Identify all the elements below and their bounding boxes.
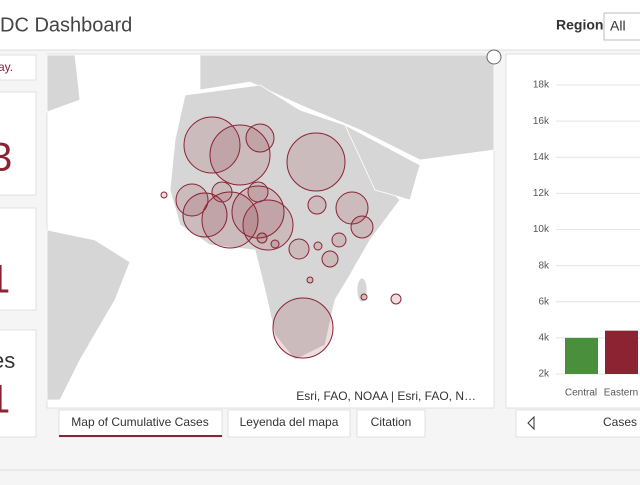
title: DC Dashboard xyxy=(0,14,132,36)
tab[interactable] xyxy=(58,409,223,438)
bubble[interactable] xyxy=(242,199,294,251)
bubble[interactable] xyxy=(307,195,327,215)
bubble[interactable] xyxy=(256,232,268,244)
attribution: Esri, FAO, NOAA | Esri, FAO, N… xyxy=(296,389,476,403)
y-tick-label: 6k xyxy=(538,296,550,307)
card-value: 1 xyxy=(0,258,10,302)
card xyxy=(0,207,37,311)
bubble[interactable] xyxy=(245,123,275,153)
madagascar xyxy=(356,277,368,303)
expand-button[interactable] xyxy=(486,49,502,65)
y-tick-label: 16k xyxy=(533,116,550,127)
tab-label: Map of Cumulative Cases xyxy=(71,415,208,429)
y-tick-label: 18k xyxy=(533,80,550,91)
land xyxy=(46,54,495,401)
bubble[interactable] xyxy=(321,250,339,268)
bubble[interactable] xyxy=(286,132,346,192)
tab-label: Citation xyxy=(371,415,412,429)
bubble[interactable] xyxy=(270,239,280,249)
bubble[interactable] xyxy=(160,191,168,199)
y-tick-label: 2k xyxy=(538,369,550,380)
bar-chart: 2k 4k 6k 8k 10k 12k 14k 16k 18k Central Eastern xyxy=(533,80,640,399)
bubble[interactable] xyxy=(313,241,323,251)
y-tick-label: 14k xyxy=(533,152,550,163)
filter-value: All xyxy=(610,18,626,34)
bubble[interactable] xyxy=(306,276,314,284)
y-tick-label: 10k xyxy=(533,224,550,235)
bubble[interactable] xyxy=(211,181,233,203)
chart-tabs xyxy=(515,409,640,438)
tab-label: Leyenda del mapa xyxy=(240,415,339,429)
bubble[interactable] xyxy=(350,215,374,239)
europe-asia xyxy=(199,54,495,161)
x-tick-label: Eastern xyxy=(604,388,638,399)
y-tick-label: 8k xyxy=(538,260,550,271)
card-value: 3 xyxy=(0,136,12,180)
arabia xyxy=(344,124,421,201)
bubble[interactable] xyxy=(288,238,310,260)
bubble[interactable] xyxy=(182,192,228,238)
tab[interactable] xyxy=(227,409,351,438)
card-value: 1 xyxy=(0,378,10,422)
north-america xyxy=(46,54,81,113)
bubble[interactable] xyxy=(272,297,334,359)
tab[interactable] xyxy=(356,409,426,438)
filter-label: Region xyxy=(556,17,603,33)
filter-select[interactable] xyxy=(603,12,640,41)
bubble[interactable] xyxy=(390,293,402,305)
south-america xyxy=(46,229,131,401)
case-bubbles xyxy=(160,116,402,359)
y-tick-label: 4k xyxy=(538,333,550,344)
bubble[interactable] xyxy=(247,181,269,203)
y-tick-label: 12k xyxy=(533,188,550,199)
header xyxy=(0,0,640,50)
card-label: es xyxy=(0,348,15,373)
card xyxy=(0,329,37,438)
prev-arrow[interactable] xyxy=(527,415,535,431)
bar xyxy=(565,337,598,374)
bubble[interactable] xyxy=(331,232,347,248)
card xyxy=(0,91,37,196)
card-text: ay. xyxy=(0,60,13,74)
card xyxy=(0,54,37,81)
bubble[interactable] xyxy=(360,293,368,301)
chart-tab-label: Cases I xyxy=(603,415,640,429)
bar xyxy=(605,330,638,374)
x-tick-label: Central xyxy=(565,388,597,399)
bubble[interactable] xyxy=(231,185,285,239)
bubble[interactable] xyxy=(209,124,271,186)
